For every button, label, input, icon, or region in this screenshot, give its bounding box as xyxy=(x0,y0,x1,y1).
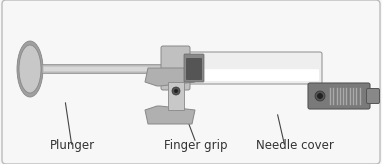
Circle shape xyxy=(174,89,178,93)
FancyBboxPatch shape xyxy=(181,52,322,84)
FancyBboxPatch shape xyxy=(308,83,370,109)
Polygon shape xyxy=(145,68,195,86)
Ellipse shape xyxy=(17,41,43,97)
Text: Plunger: Plunger xyxy=(49,139,95,152)
Polygon shape xyxy=(145,106,195,124)
FancyBboxPatch shape xyxy=(186,58,202,80)
Circle shape xyxy=(317,93,323,99)
FancyBboxPatch shape xyxy=(184,54,204,82)
Circle shape xyxy=(172,87,180,95)
Polygon shape xyxy=(168,82,184,110)
Circle shape xyxy=(315,91,325,101)
FancyBboxPatch shape xyxy=(366,89,379,103)
FancyBboxPatch shape xyxy=(42,64,169,73)
FancyBboxPatch shape xyxy=(44,66,167,72)
Ellipse shape xyxy=(19,45,41,93)
FancyBboxPatch shape xyxy=(184,69,319,81)
Text: Finger grip: Finger grip xyxy=(164,139,228,152)
Text: Needle cover: Needle cover xyxy=(256,139,334,152)
FancyBboxPatch shape xyxy=(161,46,190,90)
